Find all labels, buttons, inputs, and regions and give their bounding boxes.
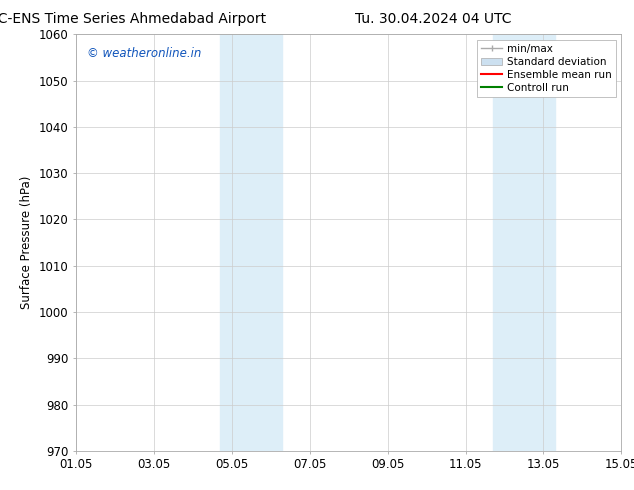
Text: Tu. 30.04.2024 04 UTC: Tu. 30.04.2024 04 UTC bbox=[355, 12, 512, 26]
Bar bbox=[220, 34, 283, 451]
Text: CMC-ENS Time Series Ahmedabad Airport: CMC-ENS Time Series Ahmedabad Airport bbox=[0, 12, 266, 26]
Bar bbox=[493, 34, 555, 451]
Y-axis label: Surface Pressure (hPa): Surface Pressure (hPa) bbox=[20, 176, 33, 309]
Text: © weatheronline.in: © weatheronline.in bbox=[87, 47, 202, 60]
Legend: min/max, Standard deviation, Ensemble mean run, Controll run: min/max, Standard deviation, Ensemble me… bbox=[477, 40, 616, 97]
